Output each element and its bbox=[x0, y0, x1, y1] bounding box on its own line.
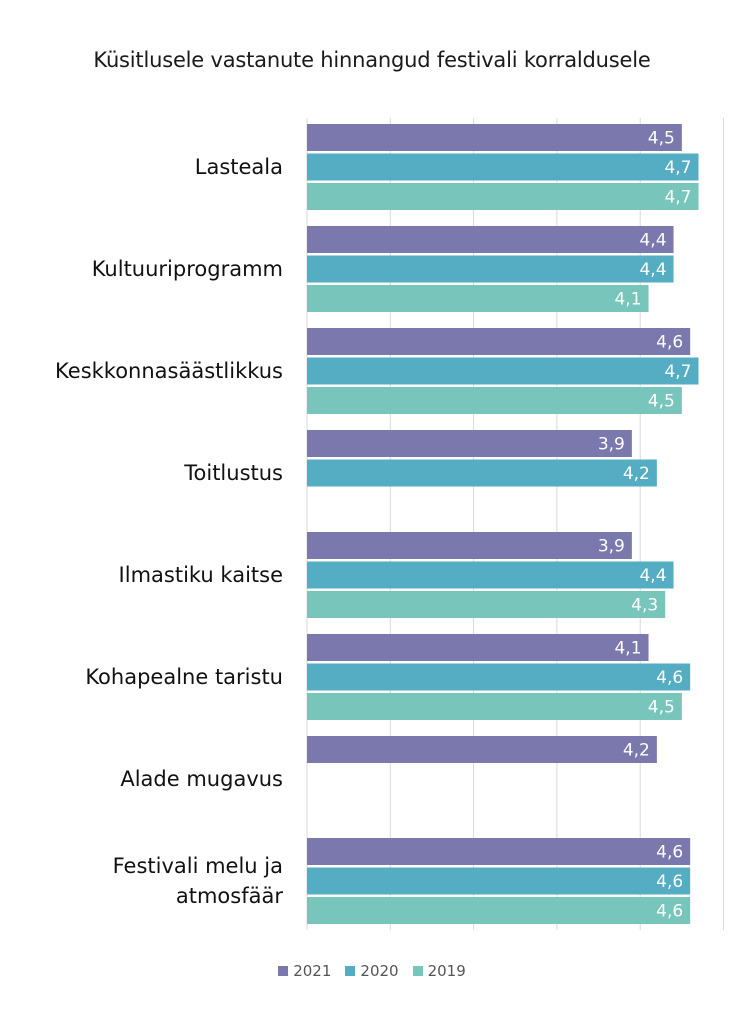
data-label: 4,7 bbox=[664, 188, 691, 208]
legend-label: 2020 bbox=[360, 962, 399, 980]
data-label: 4,4 bbox=[639, 231, 666, 251]
bar bbox=[307, 634, 649, 661]
bar bbox=[307, 430, 632, 457]
bar bbox=[307, 387, 682, 414]
bar bbox=[307, 867, 691, 895]
bar bbox=[307, 357, 699, 385]
category-label: Toitlustus bbox=[183, 461, 283, 485]
bar bbox=[307, 561, 674, 589]
bar bbox=[307, 693, 682, 720]
data-label: 4,1 bbox=[614, 639, 641, 659]
data-label: 4,5 bbox=[648, 698, 675, 718]
bar bbox=[307, 532, 632, 559]
data-label: 3,9 bbox=[598, 435, 625, 455]
category-labels: Lasteala Kultuuriprogramm Keskkonnasäästli… bbox=[55, 155, 283, 908]
data-label: 4,4 bbox=[639, 260, 666, 280]
data-label: 4,2 bbox=[623, 741, 650, 761]
data-label: 3,9 bbox=[598, 537, 625, 557]
data-label: 4,6 bbox=[656, 333, 683, 353]
legend-swatch bbox=[345, 966, 356, 976]
bar bbox=[307, 153, 699, 181]
bar bbox=[307, 226, 674, 253]
data-label: 4,2 bbox=[623, 464, 650, 484]
grid-lines bbox=[306, 118, 724, 930]
bars: 4,5 4,7 4,7 4,4 4,4 4,1 4,6 4,7 4,5 3,9 4,2 3,9 4,4 4… bbox=[307, 124, 699, 924]
bar bbox=[307, 736, 657, 763]
legend-swatch bbox=[412, 966, 423, 976]
data-label: 4,7 bbox=[664, 158, 691, 178]
chart-title: Küsitlusele vastanute hinnangud festival… bbox=[93, 48, 651, 72]
category-label: Kohapealne taristu bbox=[85, 665, 283, 689]
bar bbox=[307, 897, 691, 924]
bar bbox=[307, 459, 657, 487]
bar bbox=[307, 838, 691, 865]
category-label: Keskkonnasäästlikkus bbox=[55, 359, 283, 383]
bar bbox=[307, 285, 649, 312]
bar bbox=[307, 183, 699, 210]
data-label: 4,7 bbox=[664, 362, 691, 382]
data-label: 4,1 bbox=[614, 290, 641, 310]
legend-label: 2021 bbox=[293, 962, 332, 980]
data-label: 4,5 bbox=[648, 392, 675, 412]
legend-item: 2020 bbox=[345, 962, 399, 980]
data-label: 4,3 bbox=[631, 596, 658, 616]
bar bbox=[307, 663, 691, 691]
data-label: 4,6 bbox=[656, 872, 683, 892]
bar bbox=[307, 124, 682, 151]
bar bbox=[307, 591, 666, 618]
legend-swatch bbox=[278, 966, 289, 976]
data-label: 4,4 bbox=[639, 566, 666, 586]
category-label: Festivali melu ja atmosfäär bbox=[113, 854, 284, 908]
category-label: Lasteala bbox=[195, 155, 283, 179]
category-label: Ilmastiku kaitse bbox=[119, 563, 283, 587]
data-label: 4,6 bbox=[656, 668, 683, 688]
legend-item: 2021 bbox=[278, 962, 331, 980]
bar bbox=[307, 328, 691, 355]
legend: 2021 2020 2019 bbox=[0, 962, 744, 980]
bar bbox=[307, 255, 674, 283]
data-label: 4,6 bbox=[656, 843, 683, 863]
category-label: Alade mugavus bbox=[120, 767, 283, 791]
data-label: 4,5 bbox=[648, 129, 675, 149]
category-label: Kultuuriprogramm bbox=[92, 257, 283, 281]
legend-label: 2019 bbox=[427, 962, 466, 980]
data-label: 4,6 bbox=[656, 902, 683, 922]
legend-item: 2019 bbox=[412, 962, 466, 980]
